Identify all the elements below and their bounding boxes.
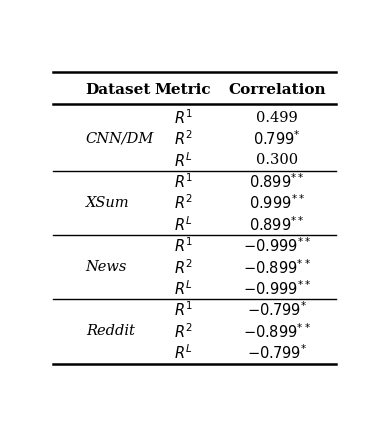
Text: $-0.899^{**}$: $-0.899^{**}$: [243, 322, 311, 341]
Text: $R^1$: $R^1$: [174, 172, 192, 191]
Text: $R^2$: $R^2$: [174, 129, 192, 148]
Text: $-0.999^{**}$: $-0.999^{**}$: [243, 237, 311, 255]
Text: News: News: [86, 260, 127, 274]
Text: Dataset: Dataset: [86, 83, 151, 97]
Text: 0.499: 0.499: [256, 111, 298, 125]
Text: $0.899^{**}$: $0.899^{**}$: [249, 172, 305, 191]
Text: XSum: XSum: [86, 196, 130, 210]
Text: $R^1$: $R^1$: [174, 301, 192, 319]
Text: $0.899^{**}$: $0.899^{**}$: [249, 215, 305, 234]
Text: Correlation: Correlation: [228, 83, 326, 97]
Text: $-0.999^{**}$: $-0.999^{**}$: [243, 279, 311, 298]
Text: $R^2$: $R^2$: [174, 194, 192, 212]
Text: $R^1$: $R^1$: [174, 108, 192, 127]
Text: $R^L$: $R^L$: [174, 344, 192, 362]
Text: Reddit: Reddit: [86, 324, 135, 338]
Text: $-0.899^{**}$: $-0.899^{**}$: [243, 258, 311, 277]
Text: $-0.799^{*}$: $-0.799^{*}$: [247, 301, 307, 319]
Text: $R^2$: $R^2$: [174, 258, 192, 277]
Text: $R^L$: $R^L$: [174, 215, 192, 234]
Text: $0.999^{**}$: $0.999^{**}$: [249, 194, 305, 212]
Text: $R^1$: $R^1$: [174, 237, 192, 255]
Text: $0.799^{*}$: $0.799^{*}$: [253, 129, 301, 148]
Text: 0.300: 0.300: [256, 153, 298, 168]
Text: CNN/DM: CNN/DM: [86, 132, 154, 146]
Text: $-0.799^{*}$: $-0.799^{*}$: [247, 344, 307, 362]
Text: Metric: Metric: [155, 83, 211, 97]
Text: $R^L$: $R^L$: [174, 151, 192, 170]
Text: $R^2$: $R^2$: [174, 322, 192, 341]
Text: $R^L$: $R^L$: [174, 279, 192, 298]
